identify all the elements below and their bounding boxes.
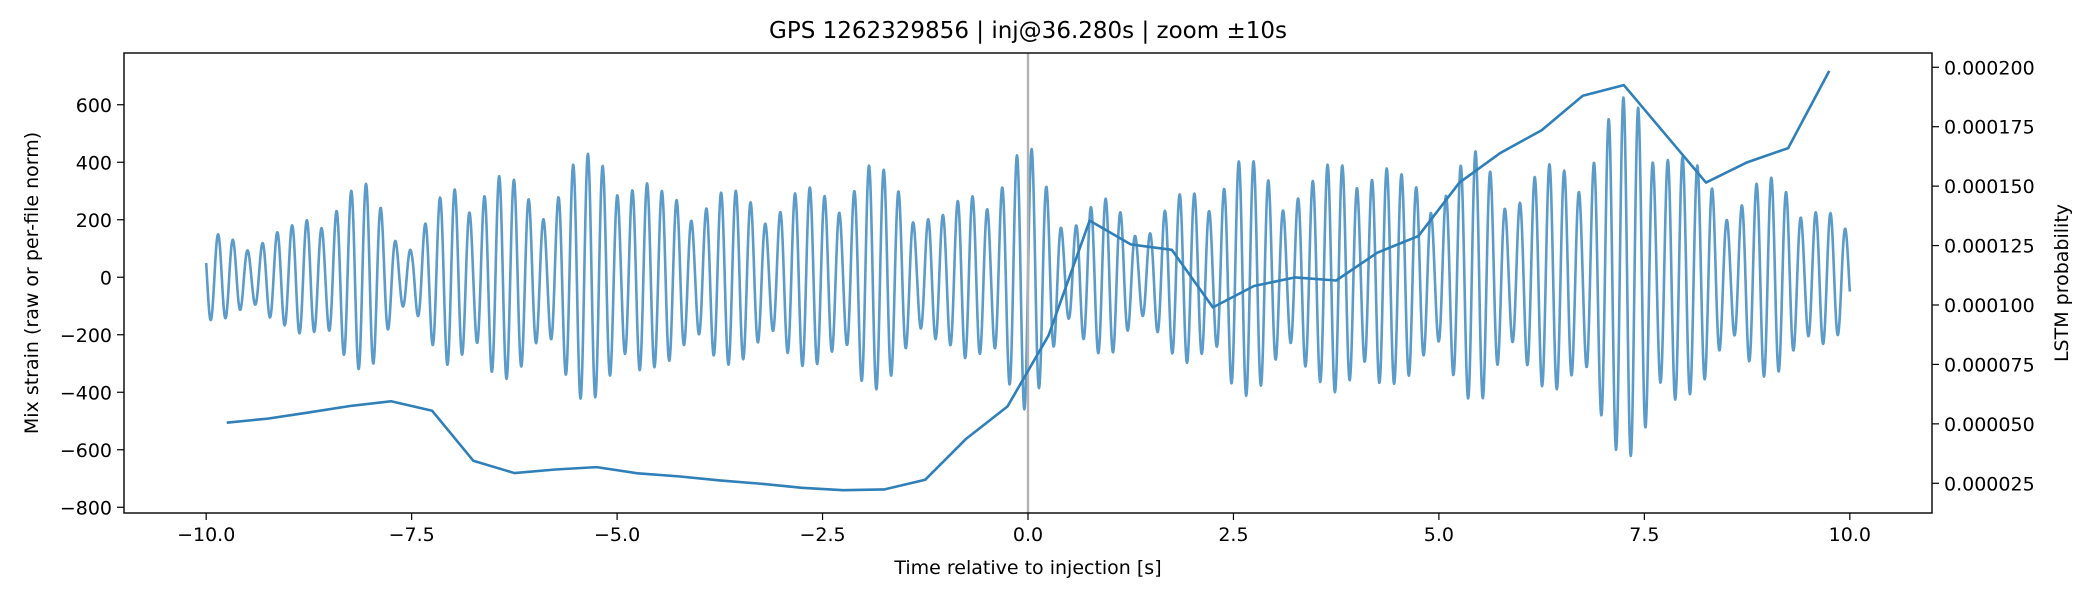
x-tick-label: 2.5 <box>1218 524 1248 546</box>
y-left-tick-label: −400 <box>60 382 112 404</box>
y-axis-right: 0.000025 0.000050 0.000075 0.000100 0.000125… <box>1932 57 2035 495</box>
y-left-tick-label: −200 <box>60 325 112 347</box>
y-axis-left-label: Mix strain (raw or per-file norm) <box>21 132 43 434</box>
y-left-tick-label: 400 <box>76 152 112 174</box>
x-axis: −10.0 −7.5 −5.0 −2.5 0.0 2.5 5.0 7.5 10.0 <box>177 513 1871 546</box>
y-axis-right-label: LSTM probability <box>2051 204 2073 362</box>
y-left-tick-label: −800 <box>60 497 112 519</box>
x-axis-label: Time relative to injection [s] <box>893 557 1161 579</box>
x-tick-label: 0.0 <box>1013 524 1043 546</box>
y-right-tick-label: 0.000200 <box>1944 57 2035 79</box>
plot-area <box>204 53 1852 513</box>
y-left-tick-label: −600 <box>60 440 112 462</box>
probability-layer <box>226 70 1831 492</box>
x-tick-label: 5.0 <box>1424 524 1454 546</box>
y-right-tick-label: 0.000050 <box>1944 414 2035 436</box>
y-right-tick-label: 0.000075 <box>1944 354 2035 376</box>
y-left-tick-label: 0 <box>100 267 112 289</box>
y-axis-left: −800 −600 −400 −200 0 200 400 600 <box>60 95 124 519</box>
x-tick-label: −5.0 <box>594 524 640 546</box>
x-tick-label: −7.5 <box>389 524 435 546</box>
y-right-tick-label: 0.000100 <box>1944 295 2035 317</box>
chart-title: GPS 1262329856 | inj@36.280s | zoom ±10s <box>769 18 1287 44</box>
strain-layer <box>204 53 1852 513</box>
x-tick-label: 7.5 <box>1629 524 1659 546</box>
x-tick-label: 10.0 <box>1829 524 1871 546</box>
y-right-tick-label: 0.000175 <box>1944 117 2035 139</box>
x-tick-label: −10.0 <box>177 524 235 546</box>
y-right-tick-label: 0.000025 <box>1944 473 2035 495</box>
y-left-tick-label: 600 <box>76 95 112 117</box>
x-tick-label: −2.5 <box>799 524 845 546</box>
probability-series-line <box>226 70 1831 492</box>
y-right-tick-label: 0.000150 <box>1944 176 2035 198</box>
y-left-tick-label: 200 <box>76 210 112 232</box>
y-right-tick-label: 0.000125 <box>1944 236 2035 258</box>
